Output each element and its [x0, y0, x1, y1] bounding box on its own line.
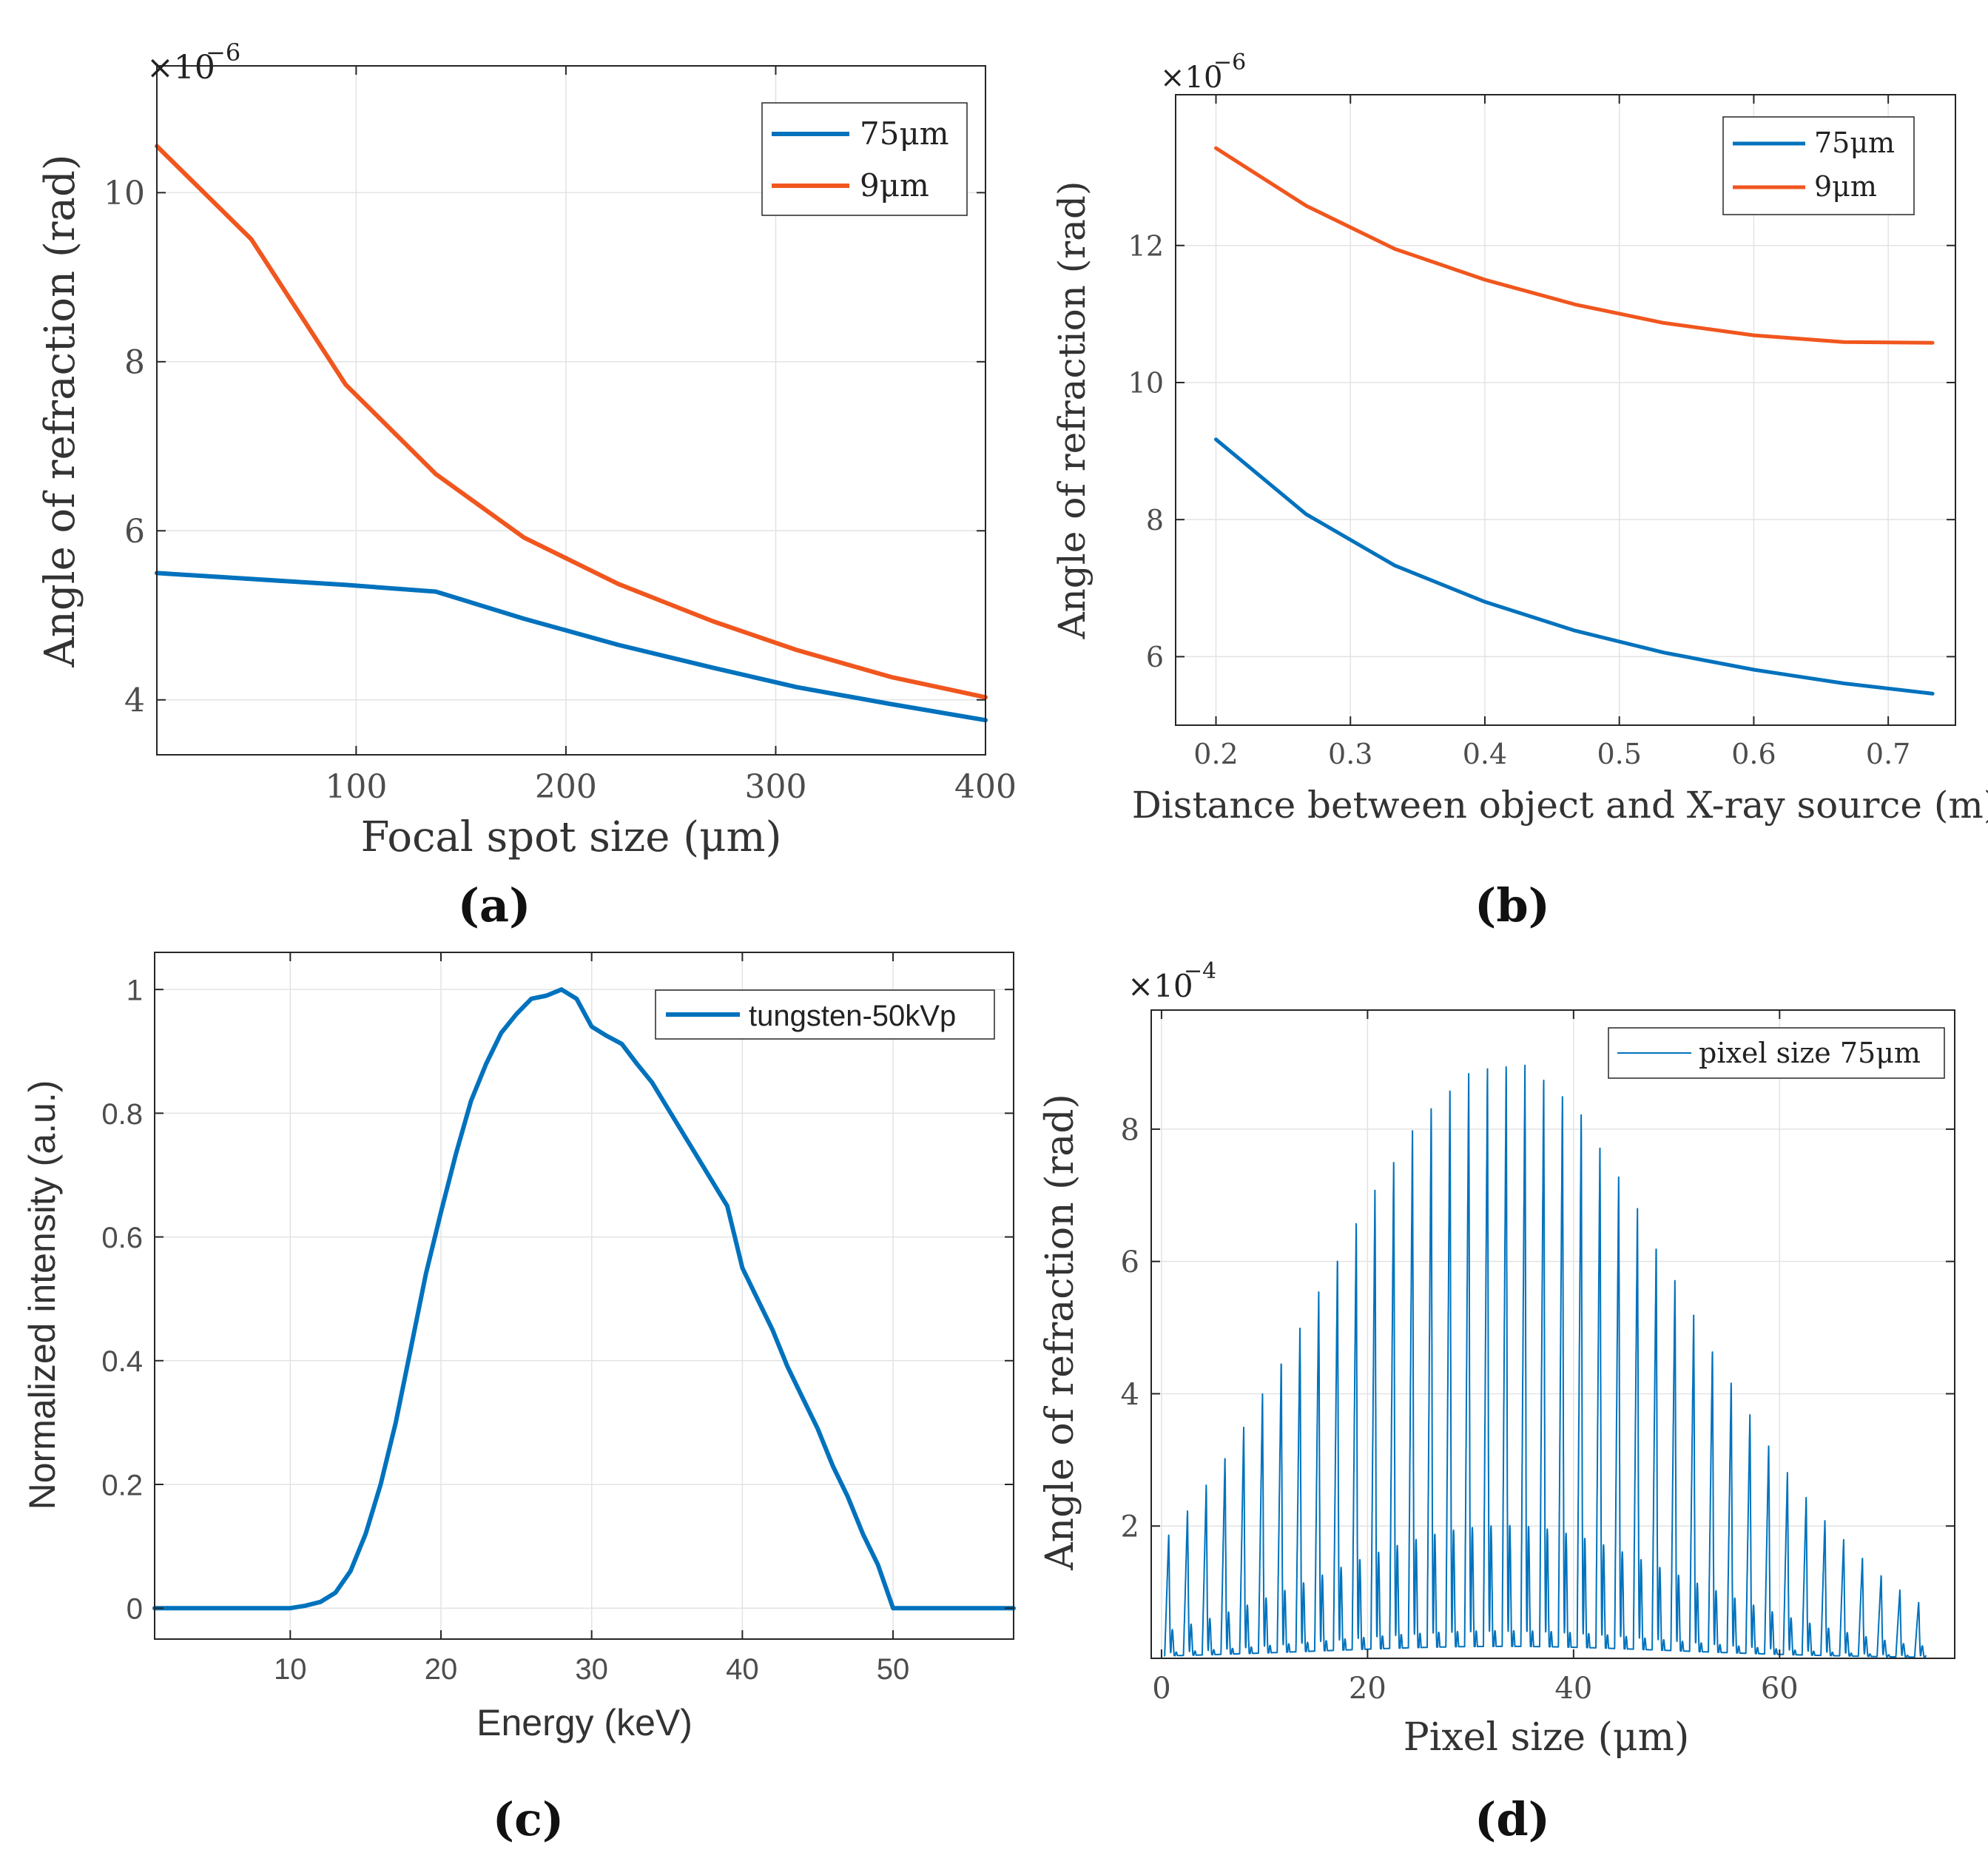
panel-c-y-tick-label: 1 — [127, 975, 143, 1007]
panel-a: 100 200 300 400 4 6 8 10 ×10 −6 Focal spot size… — [36, 38, 1017, 932]
panel-d-exponent-power: −4 — [1184, 958, 1216, 984]
panel-b-series-line-0 — [1214, 437, 1935, 696]
panel-a-legend-box — [761, 102, 968, 216]
panel-b-y-tick-label: 8 — [1146, 504, 1164, 536]
panel-d-exponent-base: ×10 — [1128, 968, 1193, 1004]
panel-c: 10 20 30 40 50 0 0.2 0.4 0.6 0.8 1 Energy (keV) No… — [21, 952, 1016, 1846]
panel-a-legend-label-9um: 9μm — [860, 167, 929, 203]
panel-a-caption-label: (a) — [458, 878, 531, 932]
panel-b-legend-label-9um: 9μm — [1814, 170, 1877, 203]
panel-c-ticks: 10 20 30 40 50 0 0.2 0.4 0.6 0.8 1 — [101, 952, 1014, 1686]
panel-b-x-axis-label: Distance between object and X-ray source… — [1132, 784, 1988, 827]
panel-b-x-tick-label: 0.4 — [1463, 738, 1507, 770]
panel-a-series-line-0 — [155, 571, 988, 723]
panel-b-y-tick-label: 6 — [1146, 641, 1164, 673]
panel-c-series-line-0 — [152, 987, 1016, 1611]
panel-b-legend-label-75um: 75μm — [1814, 127, 1895, 159]
panel-d-x-tick-label: 0 — [1152, 1672, 1170, 1706]
panel-a-y-tick-label: 10 — [104, 175, 145, 212]
panel-b-x-tick-label: 0.2 — [1193, 738, 1238, 770]
panel-c-y-tick-label: 0.8 — [101, 1098, 143, 1131]
panel-c-y-axis-label: Normalized intensity (a.u.) — [21, 1080, 63, 1510]
panel-a-y-axis-label: Angle of refraction (rad) — [36, 154, 84, 667]
panel-b-exponent: ×10 −6 — [1160, 50, 1246, 95]
panel-a-exponent: ×10 −6 — [146, 38, 240, 87]
panel-a-series-line-1 — [155, 144, 988, 700]
panel-b-caption-label: (b) — [1475, 878, 1550, 932]
panel-c-legend-label-tungsten: tungsten-50kVp — [749, 1000, 956, 1032]
panel-b-series — [1214, 146, 1935, 696]
panel-b-x-tick-label: 0.6 — [1731, 738, 1776, 770]
panel-a-series — [155, 144, 988, 723]
panel-d-grid — [1151, 1010, 1955, 1658]
panel-a-exponent-power: −6 — [206, 38, 240, 67]
panel-b-ticks: 0.2 0.3 0.4 0.5 0.6 0.7 6 8 10 12 — [1128, 95, 1955, 770]
panel-c-legend: tungsten-50kVp — [655, 989, 995, 1040]
panel-c-y-tick-label: 0.4 — [101, 1345, 143, 1378]
panel-d-plot-frame — [1150, 1009, 1955, 1659]
panel-c-y-tick-label: 0.6 — [101, 1222, 143, 1254]
panel-c-x-tick-label: 40 — [726, 1653, 759, 1686]
panel-d-x-axis-label: Pixel size (μm) — [1404, 1715, 1690, 1760]
panel-c-series — [152, 987, 1016, 1611]
panel-a-exponent-base: ×10 — [146, 49, 215, 87]
panel-d-x-tick-label: 40 — [1554, 1672, 1592, 1706]
panel-d-caption-label: (d) — [1475, 1792, 1550, 1846]
panel-a-y-tick-label: 6 — [124, 513, 145, 551]
panel-c-x-tick-label: 10 — [274, 1653, 307, 1686]
panel-c-x-tick-label: 50 — [877, 1653, 910, 1686]
panel-c-x-tick-label: 30 — [575, 1653, 608, 1686]
panel-a-x-axis-label: Focal spot size (μm) — [361, 813, 782, 861]
panel-d-legend-label-pixel: pixel size 75μm — [1699, 1037, 1921, 1069]
panel-b-legend-box — [1722, 116, 1915, 215]
panel-b-y-tick-label: 12 — [1128, 229, 1164, 262]
panel-d-legend: pixel size 75μm — [1608, 1027, 1945, 1079]
panel-a-ticks: 100 200 300 400 4 6 8 10 — [104, 66, 1017, 806]
panel-c-y-tick-label: 0 — [127, 1593, 143, 1626]
panel-d: 0 20 40 60 2 4 6 8 ×10 −4 Pixel size (μm) Angle… — [1038, 958, 1955, 1846]
panel-a-legend: 75μm 9μm — [761, 102, 968, 216]
panel-d-y-tick-label: 2 — [1121, 1510, 1139, 1544]
panel-b-y-axis-label: Angle of refraction (rad) — [1051, 181, 1094, 639]
panel-c-caption-label: (c) — [493, 1792, 564, 1846]
panel-c-y-tick-label: 0.2 — [101, 1469, 143, 1501]
panel-a-plot-frame — [156, 65, 986, 756]
panel-a-x-tick-label: 300 — [744, 768, 806, 806]
panel-c-x-tick-label: 20 — [425, 1653, 458, 1686]
panel-d-y-tick-label: 6 — [1121, 1245, 1139, 1279]
panel-b-grid — [1176, 95, 1955, 725]
panel-d-y-tick-label: 4 — [1121, 1378, 1139, 1412]
panel-b: 0.2 0.3 0.4 0.5 0.6 0.7 6 8 10 12 ×10 −6 Distance… — [1051, 50, 1988, 932]
panel-d-x-tick-label: 20 — [1349, 1672, 1386, 1706]
panel-a-x-tick-label: 100 — [325, 768, 387, 806]
panel-d-series — [1164, 1064, 1927, 1658]
panel-a-y-tick-label: 8 — [124, 344, 145, 382]
panel-b-y-tick-label: 10 — [1128, 367, 1164, 400]
panel-b-plot-frame — [1175, 94, 1956, 726]
panel-d-y-axis-label: Angle of refraction (rad) — [1038, 1094, 1082, 1571]
panel-a-x-tick-label: 400 — [954, 768, 1017, 806]
panel-b-x-tick-label: 0.5 — [1597, 738, 1641, 770]
panel-d-y-tick-label: 8 — [1121, 1113, 1139, 1147]
panel-b-exponent-power: −6 — [1213, 50, 1246, 75]
panel-d-series-line-0 — [1164, 1064, 1927, 1658]
panel-d-x-tick-label: 60 — [1761, 1672, 1799, 1706]
panel-a-y-tick-label: 4 — [124, 682, 145, 720]
panel-b-legend: 75μm 9μm — [1722, 116, 1915, 215]
panel-c-x-axis-label: Energy (keV) — [476, 1702, 693, 1743]
panel-c-plot-frame — [154, 952, 1014, 1640]
panel-b-x-tick-label: 0.7 — [1866, 738, 1910, 770]
panel-d-exponent: ×10 −4 — [1128, 958, 1216, 1004]
panel-d-ticks: 0 20 40 60 2 4 6 8 — [1121, 1010, 1955, 1706]
panel-b-exponent-base: ×10 — [1160, 61, 1222, 95]
panel-b-series-line-1 — [1214, 146, 1935, 345]
panel-a-x-tick-label: 200 — [535, 768, 597, 806]
panel-a-legend-label-75um: 75μm — [860, 115, 949, 152]
panel-b-x-tick-label: 0.3 — [1328, 738, 1372, 770]
